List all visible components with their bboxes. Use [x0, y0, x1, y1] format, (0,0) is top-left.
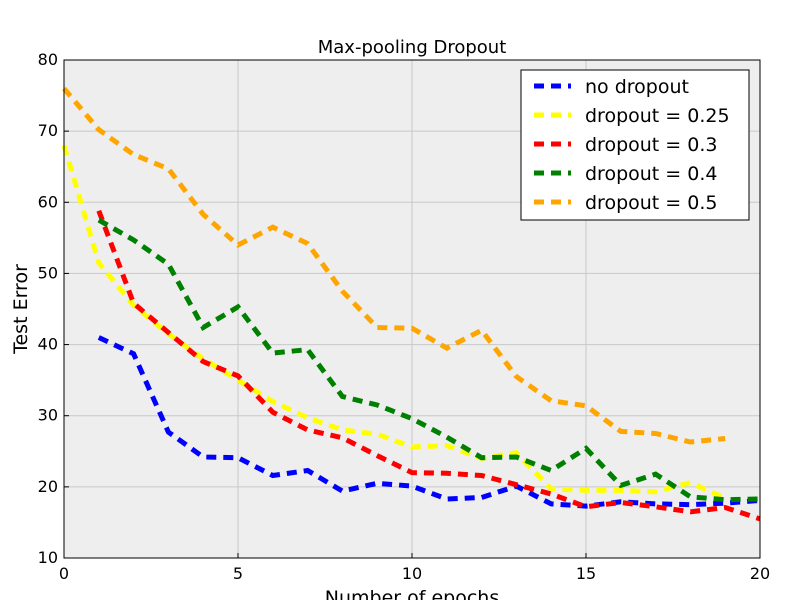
- series-lines: [61, 86, 761, 522]
- x-tick-label: 10: [402, 564, 422, 583]
- series-line: [61, 144, 727, 501]
- y-axis-label: Test Error: [10, 264, 32, 355]
- legend: no dropout dropout = 0.25 dropout = 0.3 dro…: [520, 69, 750, 221]
- x-tick-label: 5: [233, 564, 243, 583]
- series-line: [62, 86, 726, 445]
- y-tick-label: 40: [38, 335, 58, 354]
- series-line: [97, 335, 761, 509]
- x-axis-label: Number of epochs: [325, 587, 499, 600]
- y-tick-label: 30: [38, 406, 58, 425]
- legend-label: dropout = 0.4: [585, 163, 717, 185]
- x-tick-label: 20: [750, 564, 770, 583]
- series-line: [97, 217, 761, 503]
- y-tick-label: 70: [38, 121, 58, 140]
- y-tick-label: 60: [38, 192, 58, 211]
- y-tick-label: 50: [38, 263, 58, 282]
- y-tick-label: 80: [38, 50, 58, 69]
- chart-title: Max-pooling Dropout: [318, 37, 507, 58]
- y-tick-label: 20: [38, 477, 58, 496]
- legend-label: dropout = 0.5: [585, 192, 717, 214]
- legend-label: dropout = 0.25: [585, 105, 730, 127]
- x-tick-label: 15: [576, 564, 596, 583]
- series-line: [96, 209, 761, 522]
- y-tick-label: 10: [38, 548, 58, 567]
- legend-label: no dropout: [585, 76, 689, 98]
- axis-ticks: 0 5 10 15 20 10 20 30 40 50 60 70 80: [38, 50, 771, 583]
- x-tick-label: 0: [59, 564, 69, 583]
- legend-label: dropout = 0.3: [585, 134, 717, 156]
